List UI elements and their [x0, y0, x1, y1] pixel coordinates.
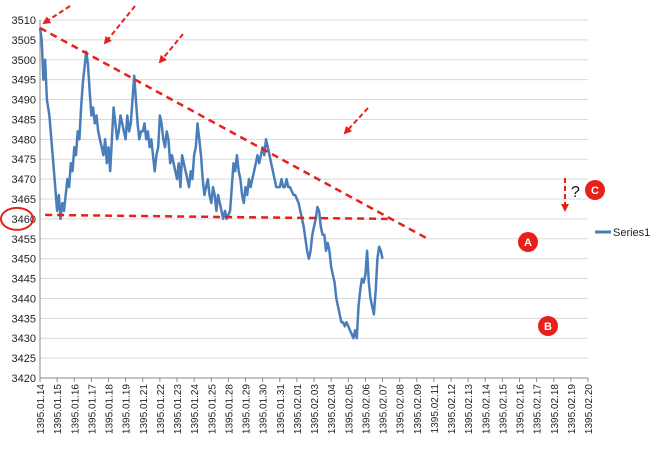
x-tick-label: 1395.02.04 [327, 384, 338, 434]
x-tick-label: 1395.02.01 [293, 384, 304, 434]
x-tick-label: 1395.01.19 [122, 384, 133, 434]
y-tick-label: 3500 [12, 55, 36, 67]
gridlines [40, 19, 588, 379]
x-tick-label: 1395.01.18 [105, 384, 116, 434]
x-tick-label: 1395.02.07 [379, 384, 390, 434]
y-tick-label: 3465 [12, 194, 36, 206]
series [38, 27, 384, 340]
x-tick-label: 1395.01.15 [53, 384, 64, 434]
x-tick-label: 1395.01.31 [276, 384, 287, 434]
y-tick-label: 3435 [12, 313, 36, 325]
x-tick-label: 1395.02.13 [464, 384, 475, 434]
x-tick-label: 1395.02.12 [447, 384, 458, 434]
x-tick-label: 1395.02.11 [430, 384, 441, 434]
y-tick-label: 3490 [12, 95, 36, 107]
point-label-c-marker [585, 180, 605, 200]
x-tick-label: 1395.02.19 [567, 384, 578, 434]
x-tick-label: 1395.02.18 [550, 384, 561, 434]
arrow-annotation [343, 107, 369, 135]
y-tick-label: 3430 [12, 333, 36, 345]
y-tick-label: 3470 [12, 174, 36, 186]
x-tick-label: 1395.02.08 [396, 384, 407, 434]
x-tick-label: 1395.01.16 [70, 384, 81, 434]
x-tick-label: 1395.02.20 [584, 384, 595, 434]
y-tick-label: 3495 [12, 75, 36, 87]
x-tick-label: 1395.02.15 [498, 384, 509, 434]
x-tick-label: 1395.01.14 [36, 384, 47, 434]
x-tick-label: 1395.02.09 [413, 384, 424, 434]
x-tick-label: 1395.01.28 [224, 384, 235, 434]
y-tick-label: 3425 [12, 353, 36, 365]
x-tick-label: 1395.01.21 [139, 384, 150, 434]
x-tick-label: 1395.02.03 [310, 384, 321, 434]
y-tick-label: 3505 [12, 35, 36, 47]
y-tick-label: 3420 [12, 373, 36, 385]
x-tick-label: 1395.01.22 [156, 384, 167, 434]
point-label-b: B [544, 321, 552, 333]
legend: Series1 [595, 227, 650, 239]
x-tick-label: 1395.01.29 [242, 384, 253, 434]
x-tick-label: 1395.02.16 [516, 384, 527, 434]
point-label-b-marker [538, 316, 558, 336]
overlays: ? A B C [0, 5, 605, 336]
x-tick-label: 1395.02.14 [481, 384, 492, 434]
arrow-annotation [42, 5, 71, 25]
y-tick-label: 3440 [12, 293, 36, 305]
y-tick-label: 3480 [12, 134, 36, 146]
point-label-a: A [524, 237, 532, 249]
y-tick-label: 3475 [12, 154, 36, 166]
y-tick-label: 3450 [12, 254, 36, 266]
x-tick-label: 1395.01.17 [87, 384, 98, 434]
x-tick-label: 1395.01.25 [207, 384, 218, 434]
x-tick-label: 1395.01.23 [173, 384, 184, 434]
support-line [45, 213, 388, 221]
y-tick-label: 3445 [12, 274, 36, 286]
y-tick-label: 3510 [12, 15, 36, 27]
point-label-a-marker [518, 232, 538, 252]
series-line [38, 27, 384, 340]
y-tick-label: 3485 [12, 114, 36, 126]
x-tick-label: 1395.02.17 [533, 384, 544, 434]
y-tick-label: 3460 [12, 214, 36, 226]
x-axis: 1395.01.14 1395.01.15 1395.01.16 1395.01.17… [36, 377, 595, 434]
y-tick-label: 3455 [12, 234, 36, 246]
x-tick-label: 1395.01.24 [190, 384, 201, 434]
legend-label: Series1 [613, 227, 650, 239]
question-mark: ? [571, 184, 580, 201]
resistance-trendline [39, 26, 429, 240]
y-axis: 3420 3425 3430 3435 3440 3445 3450 3455 3460 3465… [12, 15, 41, 385]
x-tick-label: 1395.02.05 [344, 384, 355, 434]
x-tick-label: 1395.02.06 [361, 384, 372, 434]
arrow-annotation [158, 33, 184, 64]
x-tick-label: 1395.01.30 [259, 384, 270, 434]
point-label-c: C [591, 185, 599, 197]
level-3460-circle [0, 206, 34, 231]
